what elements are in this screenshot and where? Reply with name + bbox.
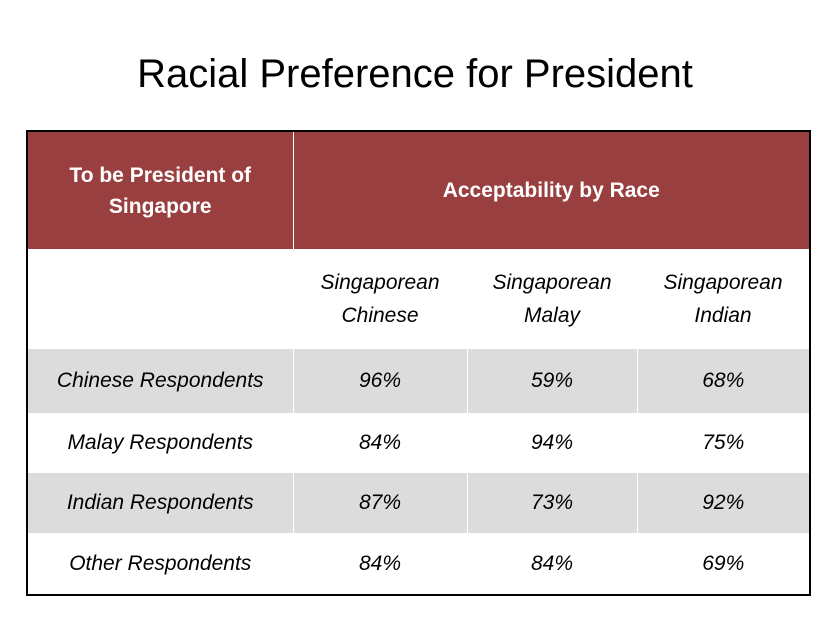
cell-value: 75%: [702, 431, 745, 454]
empty-cell: [27, 249, 293, 349]
row-label: Chinese Respondents: [27, 349, 294, 413]
cell-value: 84%: [293, 533, 468, 595]
cell-value: 96%: [293, 349, 468, 413]
cell-value: 87%: [293, 473, 468, 533]
group-header: Acceptability by Race: [293, 131, 811, 249]
column-header: Singaporean Malay: [467, 249, 637, 349]
cell-value: 69%: [702, 551, 745, 575]
column-header-row: Singaporean Chinese Singaporean Malay Si…: [27, 249, 810, 349]
row-label-header-text: To be President of Singapore: [69, 163, 252, 218]
column-header-text: Singaporean Chinese: [320, 271, 440, 327]
column-header-text: Singaporean Malay: [492, 271, 612, 327]
cell-value: 94%: [467, 413, 638, 473]
cell-value: 68%: [637, 349, 811, 413]
cell-value: 92%: [637, 473, 811, 533]
cell-value: 73%: [467, 473, 638, 533]
row-label: Other Respondents: [27, 533, 294, 595]
header-row: To be President of Singapore Acceptabili…: [27, 131, 811, 249]
cell-value: 59%: [467, 349, 638, 413]
table-row: Indian Respondents 87% 73% 92%: [27, 473, 811, 533]
cell-value: 84%: [467, 533, 638, 595]
row-label: Malay Respondents: [27, 413, 294, 473]
table-row: Other Respondents 84% 84% 69%: [27, 533, 810, 595]
column-header: Singaporean Chinese: [293, 249, 467, 349]
preference-table: To be President of Singapore Acceptabili…: [26, 130, 812, 596]
column-header-text: Singaporean Indian: [663, 271, 783, 327]
cell-value: 84%: [293, 413, 468, 473]
row-label: Indian Respondents: [27, 473, 294, 533]
table-row: Chinese Respondents 96% 59% 68%: [27, 349, 811, 413]
row-label-header: To be President of Singapore: [27, 131, 294, 249]
column-header: Singaporean Indian: [637, 249, 810, 349]
slide-title: Racial Preference for President: [137, 52, 693, 96]
table-row: Malay Respondents 84% 94% 75%: [27, 413, 810, 473]
